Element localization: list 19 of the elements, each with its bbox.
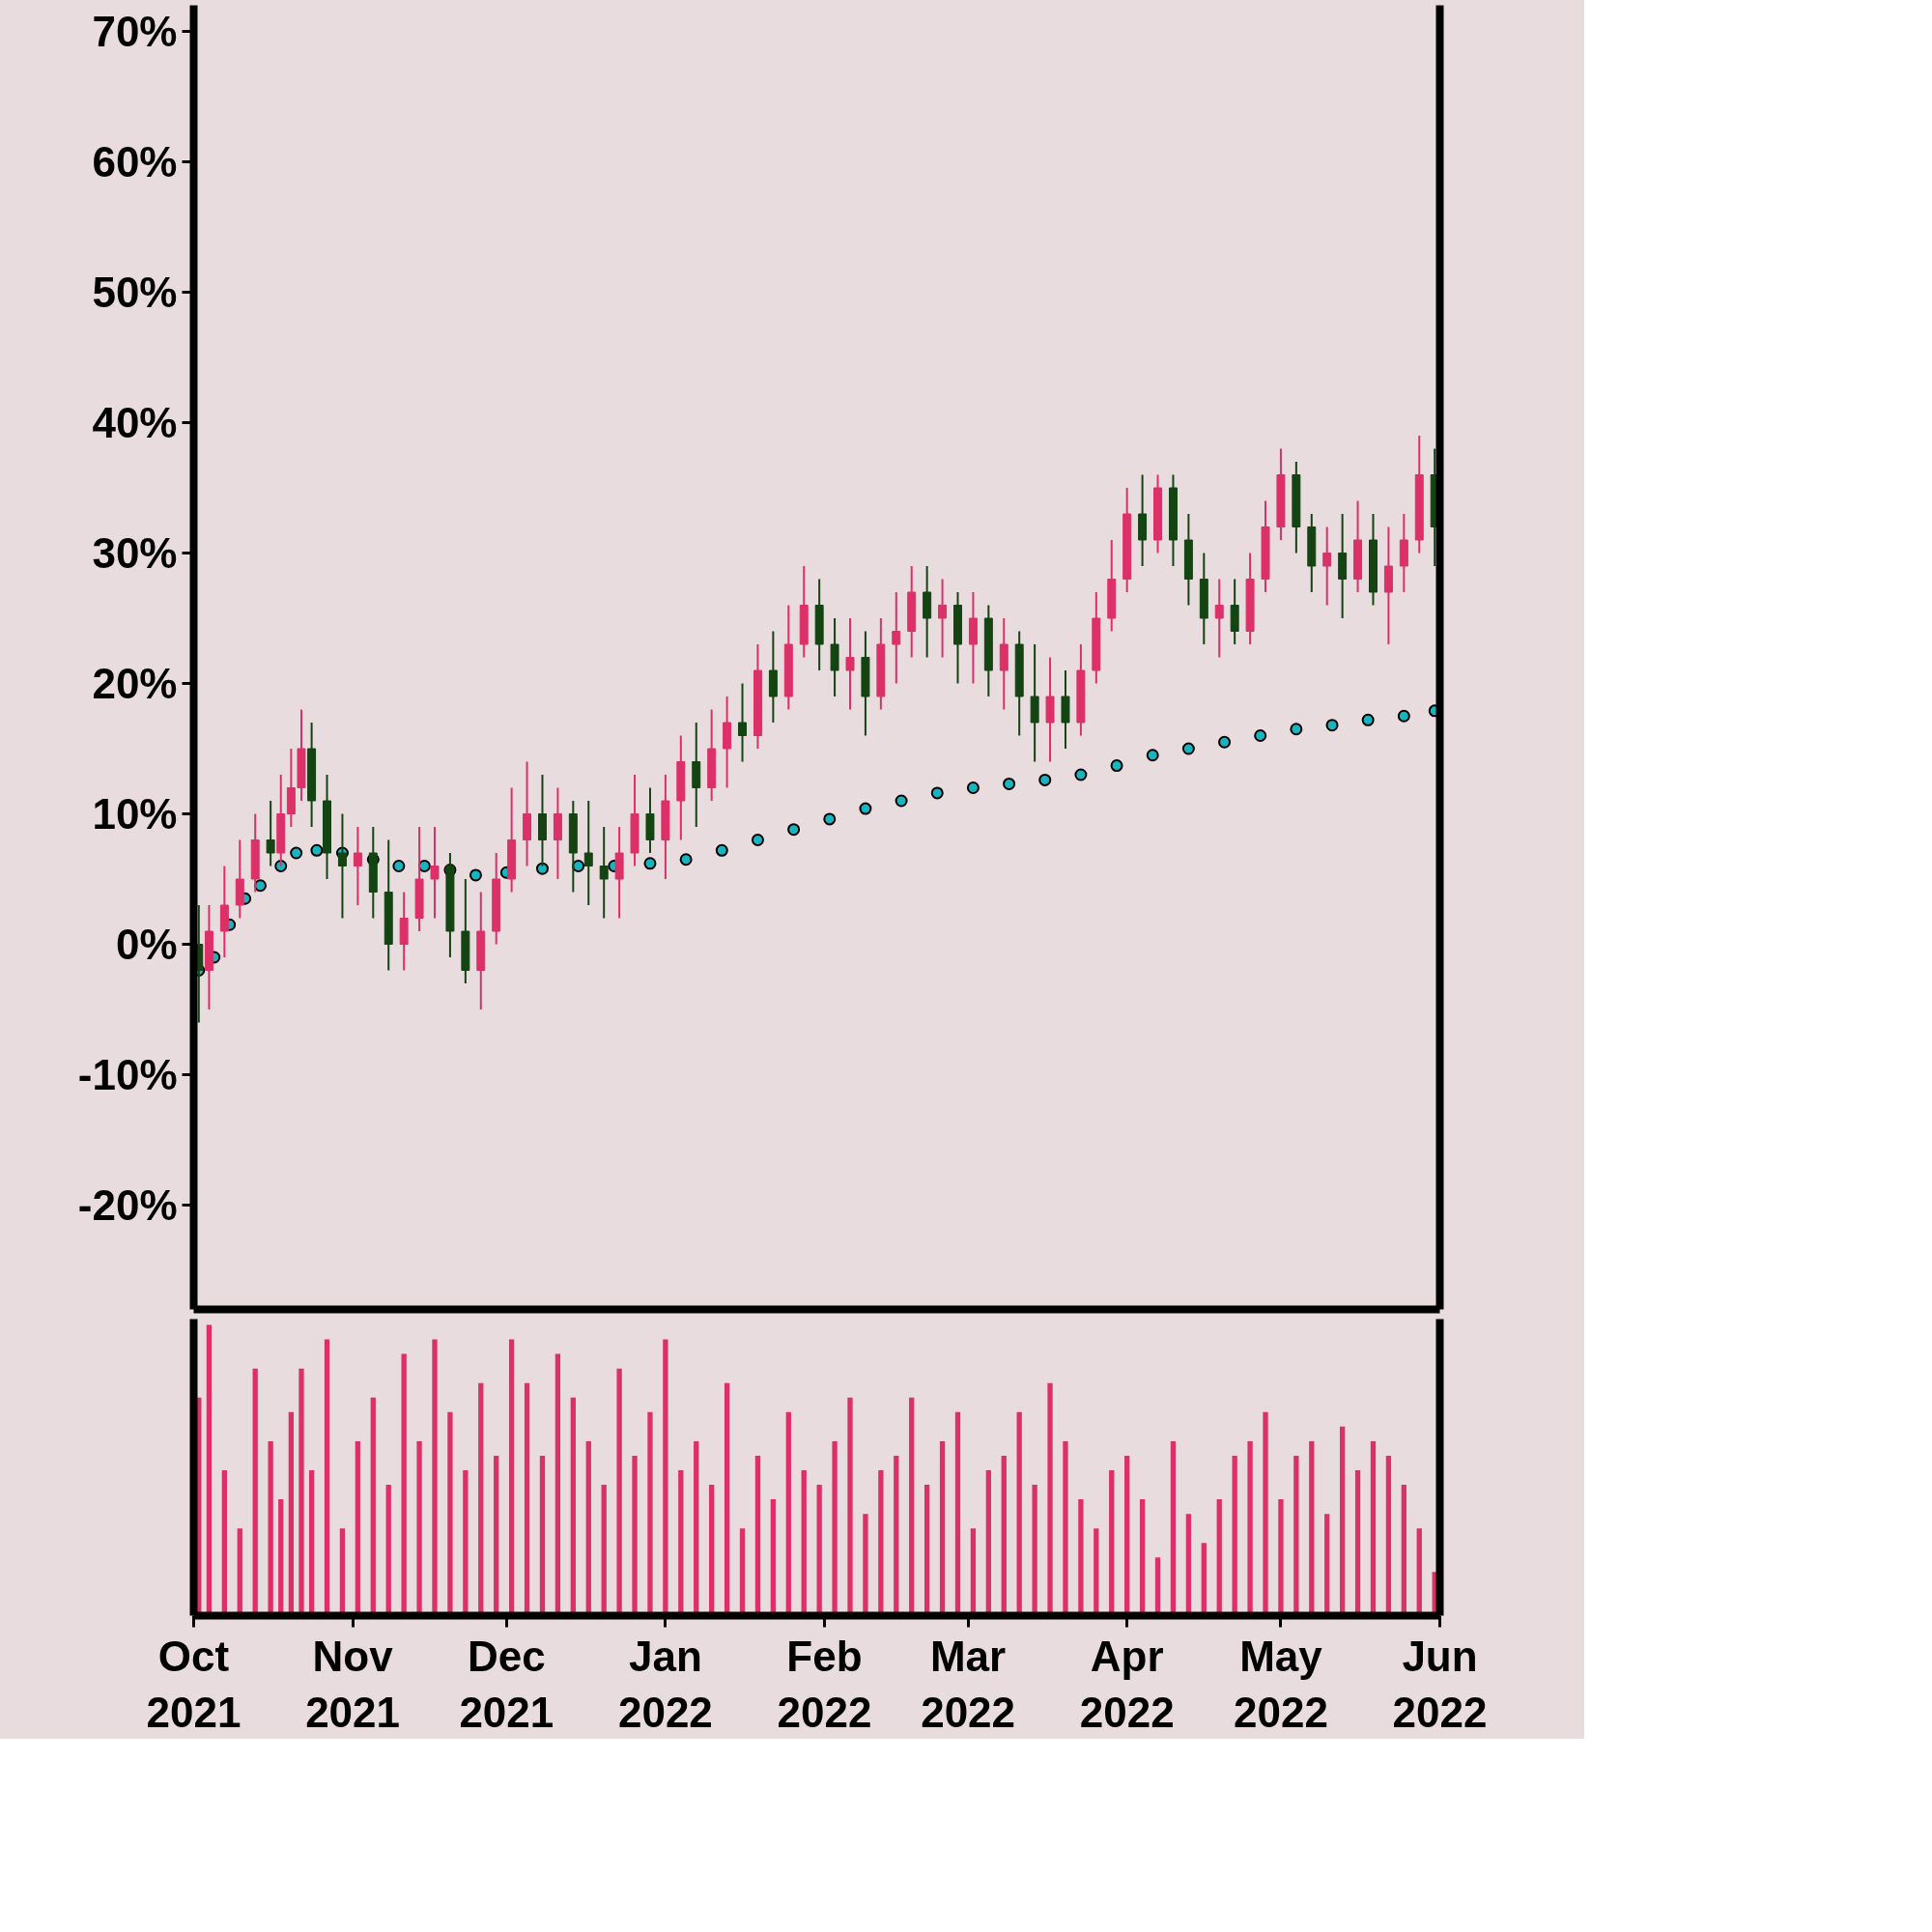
- y-tick-label: 10%: [92, 790, 178, 838]
- y-tick-label: -10%: [77, 1051, 178, 1098]
- x-tick-label: Mar 2022: [921, 1632, 1016, 1737]
- x-tick-label: May 2022: [1233, 1632, 1328, 1737]
- y-tick-label: 50%: [92, 269, 178, 316]
- y-tick-label: 20%: [92, 660, 178, 707]
- x-tick-label: Feb 2022: [777, 1632, 872, 1737]
- y-tick-label: 60%: [92, 138, 178, 185]
- y-tick-label: 30%: [92, 529, 178, 577]
- x-tick-label: Apr 2022: [1079, 1632, 1175, 1737]
- y-tick-label: 40%: [92, 399, 178, 446]
- x-tick-label: Oct 2021: [146, 1632, 242, 1737]
- y-tick-label: -20%: [77, 1181, 178, 1229]
- y-tick-label: 70%: [92, 8, 178, 55]
- x-tick-label: Nov 2021: [305, 1632, 401, 1737]
- x-tick-label: Jun 2022: [1392, 1632, 1488, 1737]
- y-tick-label: 0%: [115, 921, 178, 968]
- x-tick-label: Jan 2022: [617, 1632, 713, 1737]
- x-tick-label: Dec 2021: [459, 1632, 554, 1737]
